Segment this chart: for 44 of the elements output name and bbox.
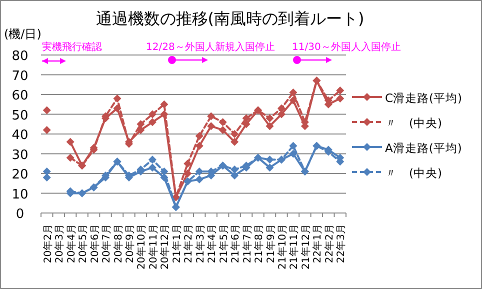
x-tick-label: 22年1月 [312, 224, 324, 264]
y-tick-label: 80 [12, 49, 28, 64]
x-tick-label: 21年6月 [230, 224, 242, 264]
x-tick-label: 20年12月 [159, 224, 172, 270]
text: 12/28～外国人新規入国停止 [146, 41, 275, 53]
x-tick-label: 21年7月 [241, 224, 254, 264]
legend-label: C滑走路(平均) [385, 91, 462, 105]
x-tick-label: 21年4月 [206, 224, 218, 264]
x-tick-label: 20年11月 [147, 224, 160, 270]
legend-label: 〃 (中央) [385, 116, 442, 130]
x-tick-label: 20年10月 [136, 224, 148, 270]
x-tick-label: 22年3月 [335, 224, 348, 264]
text: 実機飛行確認 [42, 41, 102, 53]
x-tick-label: 22年2月 [323, 224, 336, 264]
y-tick-label: 30 [12, 148, 28, 163]
x-tick-label: 21年8月 [253, 224, 266, 264]
x-tick-label: 20年6月 [88, 224, 101, 264]
text: 11/30～外国人入国停止 [292, 41, 401, 53]
x-tick-label: 21年12月 [300, 224, 312, 270]
y-tick-label: 0 [16, 207, 24, 222]
y-tick-label: 40 [12, 128, 28, 143]
x-tick-label: 20年9月 [124, 224, 136, 264]
y-axis-title: (機/日) [4, 27, 42, 41]
x-tick-label: 20年4月 [65, 224, 78, 264]
x-tick-label: 21年2月 [182, 224, 195, 264]
x-tick-label: 20年8月 [112, 224, 124, 264]
x-tick-label: 21年10月 [276, 224, 288, 270]
y-tick-label: 20 [12, 168, 28, 182]
y-tick-label: 70 [12, 68, 28, 84]
y-tick-label: 10 [12, 187, 28, 202]
x-tick-label: 20年2月 [42, 224, 54, 264]
x-tick-label: 20年7月 [100, 224, 113, 264]
x-tick-label: 21年3月 [194, 224, 206, 264]
x-tick-label: 21年1月 [170, 224, 183, 264]
y-tick-label: 60 [12, 88, 28, 104]
legend-label: A滑走路(平均) [385, 141, 462, 155]
legend-label: 〃 (中央) [385, 166, 442, 180]
x-tick-label: 20年3月 [54, 224, 66, 264]
x-tick-label: 21年9月 [264, 224, 277, 264]
chart-title: 通過機数の推移(南風時の到着ルート) [96, 9, 364, 28]
x-tick-label: 21年11月 [288, 224, 300, 270]
x-tick-label: 21年5月 [218, 224, 230, 264]
x-tick-label: 20年5月 [77, 224, 90, 264]
y-tick-label: 50 [12, 108, 28, 124]
